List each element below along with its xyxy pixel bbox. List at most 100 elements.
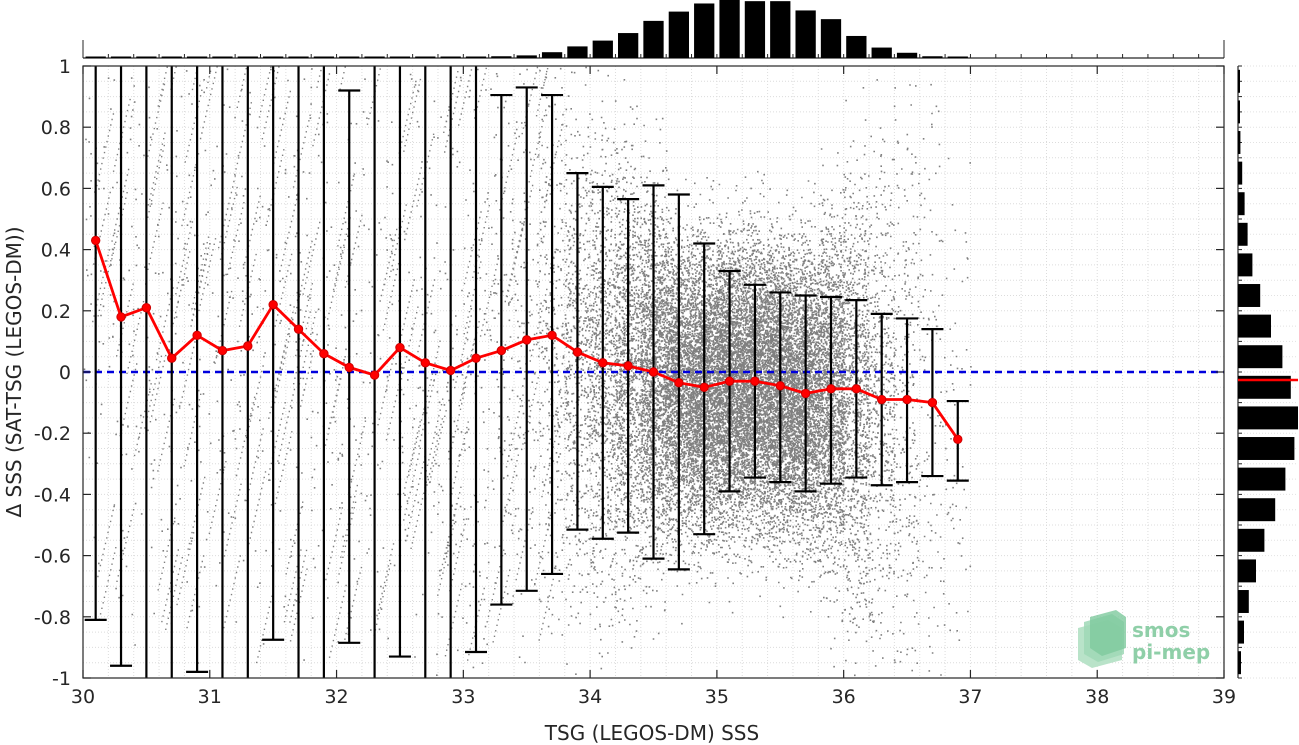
right-hist-bar [1238, 651, 1241, 675]
mean-point [851, 384, 862, 394]
y-tick-label: 0 [59, 362, 71, 384]
top-hist-bar [161, 56, 182, 58]
x-tick-label: 35 [705, 686, 729, 708]
mean-point [648, 367, 659, 377]
top-hist-bar [136, 56, 157, 58]
y-axis-label: Δ SSS (SAT-TSG (LEGOS-DM)) [2, 226, 26, 517]
mean-point [547, 330, 557, 340]
right-hist-bar [1238, 559, 1256, 583]
scatter-point-cloud [83, 66, 972, 677]
error-bar [388, 66, 411, 658]
top-hist-bar [592, 40, 613, 58]
mean-point [496, 345, 507, 356]
top-hist-bar [567, 46, 588, 58]
mean-point [598, 358, 608, 368]
y-tick-label: 0.2 [41, 301, 71, 323]
mean-point [192, 330, 202, 340]
mean-point [243, 341, 253, 351]
top-hist-bar [846, 35, 867, 58]
top-hist-bar [744, 1, 766, 59]
binned-mean-line [90, 235, 963, 445]
right-hist-bar [1238, 345, 1283, 369]
mean-point [699, 382, 709, 392]
right-hist-bar [1238, 222, 1248, 246]
mean-point [471, 353, 481, 363]
right-hist-bar [1238, 253, 1253, 277]
mean-point [319, 348, 329, 359]
top-hist-bar [339, 56, 360, 58]
logo-mark-icon [1078, 610, 1126, 668]
scatter-points [83, 66, 972, 677]
mean-point [522, 335, 532, 345]
top-hist-bar [288, 56, 309, 58]
y-tick-label: -0.8 [34, 607, 71, 629]
right-hist-bar [1238, 375, 1291, 399]
mean-point [826, 384, 836, 394]
top-hist-bar [237, 56, 258, 58]
top-hist-bar [516, 55, 537, 58]
top-hist-bar [465, 56, 487, 58]
top-hist-bar [263, 56, 284, 58]
top-hist-bar [491, 56, 512, 58]
y-tick-label: 0.8 [41, 117, 71, 139]
axis-ticks: 30 31 32 33 34 35 36 37 38 39 -1 -0.8 -0.6 -0.4 -0.2 0 0… [34, 56, 1236, 708]
mean-point [445, 365, 456, 376]
top-hist-bar [440, 56, 461, 58]
top-hist-bar [770, 1, 791, 59]
y-tick-label: 1 [59, 56, 71, 78]
mean-point [623, 361, 633, 371]
mean-point [775, 381, 785, 391]
right-hist-bar [1238, 314, 1271, 338]
right-hist-bar [1238, 498, 1276, 522]
mean-point [674, 378, 684, 388]
top-hist-bar [820, 19, 842, 58]
top-hist-bar [313, 56, 335, 58]
mean-point [420, 358, 430, 368]
mean-point [724, 376, 735, 386]
x-tick-label: 34 [578, 686, 602, 708]
top-hist-bar [110, 56, 132, 58]
logo-line2: pi-mep [1132, 640, 1210, 664]
top-hist-bar [389, 56, 411, 58]
logo-line1: smos [1132, 618, 1190, 642]
mean-point [395, 342, 405, 353]
smos-pi-mep-logo: smos pi-mep [1078, 610, 1210, 668]
y-tick-label: -0.2 [34, 423, 71, 445]
error-bar [84, 66, 107, 621]
x-tick-label: 37 [958, 686, 982, 708]
mean-point [927, 397, 938, 408]
y-tick-label: 0.4 [41, 240, 71, 262]
right-hist-bar [1238, 284, 1261, 307]
top-hist-bar [643, 20, 664, 59]
top-hist-bar [541, 52, 563, 58]
mean-point [293, 324, 304, 334]
y-tick-label: -0.4 [34, 484, 71, 506]
top-histogram [82, 0, 1225, 59]
x-tick-label: 36 [832, 686, 856, 708]
y-tick-label: 0.6 [41, 178, 71, 200]
right-hist-bar [1238, 437, 1295, 460]
right-histogram [1237, 65, 1298, 679]
top-hist-bar [415, 56, 436, 58]
mean-point [902, 394, 912, 405]
x-tick-label: 30 [71, 686, 95, 708]
top-hist-bar [668, 11, 689, 59]
mean-point [90, 235, 101, 246]
x-tick-label: 39 [1212, 686, 1236, 708]
top-hist-bar [364, 56, 385, 58]
x-tick-label: 33 [451, 686, 475, 708]
y-tick-label: -0.6 [34, 546, 71, 568]
x-tick-label: 32 [324, 686, 348, 708]
mean-point [116, 312, 126, 322]
right-hist-bar [1238, 467, 1286, 491]
right-hist-bar [1238, 161, 1243, 185]
right-hist-bar [1238, 69, 1240, 93]
x-tick-label: 38 [1085, 686, 1109, 708]
right-hist-bar [1238, 620, 1244, 644]
top-hist-bar [186, 56, 208, 58]
mean-point [268, 299, 278, 310]
top-hist-bar [896, 52, 918, 58]
top-hist-bar [795, 10, 816, 59]
right-hist-bar [1238, 192, 1245, 216]
